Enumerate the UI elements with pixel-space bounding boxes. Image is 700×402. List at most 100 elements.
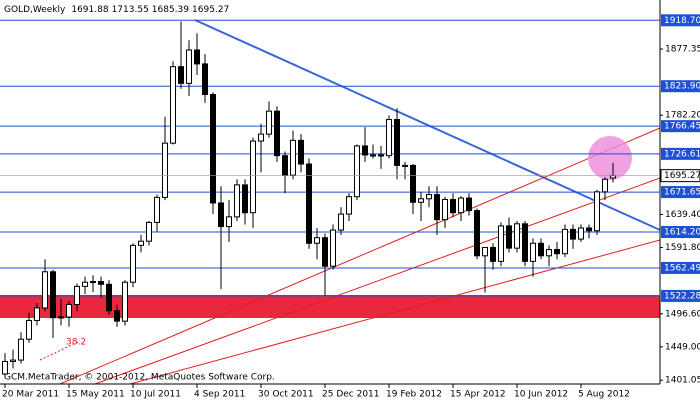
fib-label: 38.2 [66, 338, 86, 348]
candle-body [594, 191, 600, 232]
candle-body [58, 316, 64, 319]
candle-body [170, 66, 176, 144]
candle-body [378, 154, 384, 157]
candle-body [474, 210, 480, 257]
y-tick-label: 1401.05 [665, 376, 700, 386]
level-label: 1562.49 [664, 263, 700, 273]
level-label-box [661, 289, 700, 302]
channel-line [94, 177, 661, 385]
candle-body [146, 221, 152, 242]
level-label-box [661, 120, 700, 133]
level-label: 1823.90 [664, 82, 700, 92]
level-label: 1766.45 [664, 122, 700, 132]
candle-body [130, 244, 136, 283]
candle-body [34, 307, 40, 321]
candle-body [218, 202, 224, 228]
candle-body [90, 281, 96, 284]
candle-body [258, 133, 264, 142]
candle-body [554, 249, 560, 255]
y-tick-label: 1639.40 [665, 210, 700, 220]
candle-body [162, 142, 168, 198]
candle-body [26, 319, 32, 340]
x-tick-label: 15 Apr 2012 [450, 390, 506, 400]
level-label-box [661, 186, 700, 199]
x-tick-label: 25 Dec 2011 [322, 390, 380, 400]
y-tick-label: 1591.80 [665, 243, 700, 253]
y-tick-label: 1782.20 [665, 111, 700, 121]
x-tick-label: 4 Sep 2011 [194, 390, 245, 400]
candle-body [266, 110, 272, 135]
candle-body [426, 194, 432, 200]
candle-body [346, 196, 352, 215]
candle-body [18, 338, 24, 361]
candle-body [274, 110, 280, 157]
candle-body [482, 246, 488, 257]
candle-body [42, 271, 48, 309]
footer: GCM.MetaTrader, © 2001-2012, MetaQuotes … [4, 373, 275, 383]
candle-body [442, 198, 448, 221]
channel-line [59, 127, 661, 385]
x-tick-label: 10 Jul 2011 [130, 390, 181, 400]
candle-body [242, 184, 248, 214]
candle-body [514, 223, 520, 249]
candle-body [338, 213, 344, 231]
candle-body [434, 194, 440, 221]
candle-body [402, 164, 408, 167]
current-price-box [660, 169, 700, 183]
candle-body [186, 49, 192, 84]
candle-body [562, 228, 568, 255]
candle-body [10, 359, 16, 362]
candle-body [354, 145, 360, 198]
candle-body [530, 242, 536, 262]
x-tick-label: 30 Oct 2011 [258, 390, 314, 400]
candle-body [410, 164, 416, 203]
level-label-box [661, 261, 700, 274]
candle-body [298, 139, 304, 165]
candle-body [570, 228, 576, 240]
candle-body [290, 139, 296, 176]
candle-body [602, 178, 608, 193]
candle-body [538, 242, 544, 257]
x-tick-label: 10 Jun 2012 [514, 390, 568, 400]
candle-body [202, 63, 208, 95]
candle-body [370, 154, 376, 157]
candle-body [322, 237, 328, 267]
x-tick-label: 19 Feb 2012 [386, 390, 442, 400]
level-label: 1671.65 [664, 188, 700, 198]
current-price-label: 1695.27 [664, 171, 700, 181]
candle-body [586, 227, 592, 232]
level-label-box [661, 14, 700, 27]
y-tick-label: 1449.00 [665, 342, 700, 352]
level-label: 1614.20 [664, 228, 700, 238]
level-label-box [661, 226, 700, 239]
candle-body [178, 66, 184, 84]
level-label-box [661, 80, 700, 93]
candle-body [394, 119, 400, 166]
candle-body [250, 140, 256, 214]
highlight-circle [588, 136, 632, 180]
level-label: 1522.28 [664, 291, 700, 301]
header: GOLD,Weekly 1691.88 1713.55 1685.39 1695.27 [4, 5, 229, 15]
candle-body [546, 249, 552, 257]
candle-body [50, 271, 56, 319]
y-tick-label: 1496.60 [665, 309, 700, 319]
candle-body [362, 145, 368, 156]
candle-body [2, 360, 8, 375]
fib-line [39, 341, 79, 361]
candle-body [314, 237, 320, 244]
candle-body [106, 283, 112, 312]
candle-body [458, 197, 464, 214]
candle-body [450, 198, 456, 214]
candle-body [138, 240, 144, 246]
candle-body [282, 155, 288, 176]
candle-body [330, 229, 336, 267]
x-tick-label: 15 May 2011 [66, 390, 125, 400]
candle-body [98, 281, 104, 285]
candle-body [234, 184, 240, 218]
candle-body [74, 285, 80, 305]
trend-line [194, 19, 661, 231]
candle-body [490, 246, 496, 262]
y-tick-label: 1877.35 [665, 45, 700, 55]
candle-body [154, 196, 160, 223]
